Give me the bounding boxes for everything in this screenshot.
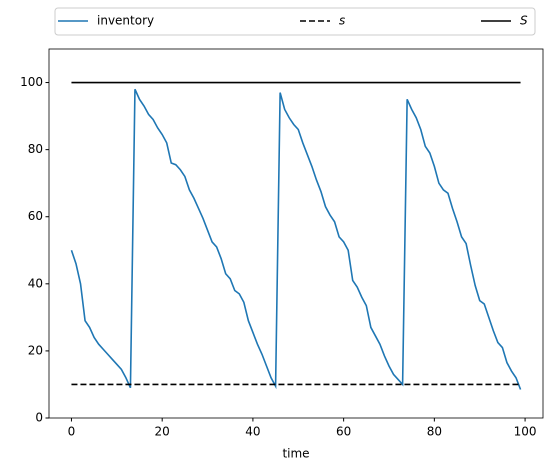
x-tick-label: 0 [68, 425, 76, 439]
legend-label: inventory [97, 14, 154, 28]
y-tick-label: 0 [35, 411, 43, 425]
legend-label: s [339, 14, 345, 28]
x-tick-label: 60 [336, 425, 351, 439]
y-tick-label: 40 [28, 276, 43, 290]
legend-box [54, 7, 536, 36]
legend-label: S [520, 14, 528, 28]
x-tick-label: 40 [245, 425, 260, 439]
x-tick-label: 100 [514, 425, 537, 439]
x-tick-label: 20 [155, 425, 170, 439]
plot-frame [48, 48, 544, 419]
y-tick-label: 80 [28, 142, 43, 156]
x-axis-label: time [282, 447, 309, 461]
series-line [70, 88, 522, 390]
x-tick-label: 80 [427, 425, 442, 439]
y-tick-label: 100 [20, 75, 43, 89]
y-tick-label: 60 [28, 209, 43, 223]
y-tick-label: 20 [28, 343, 43, 357]
